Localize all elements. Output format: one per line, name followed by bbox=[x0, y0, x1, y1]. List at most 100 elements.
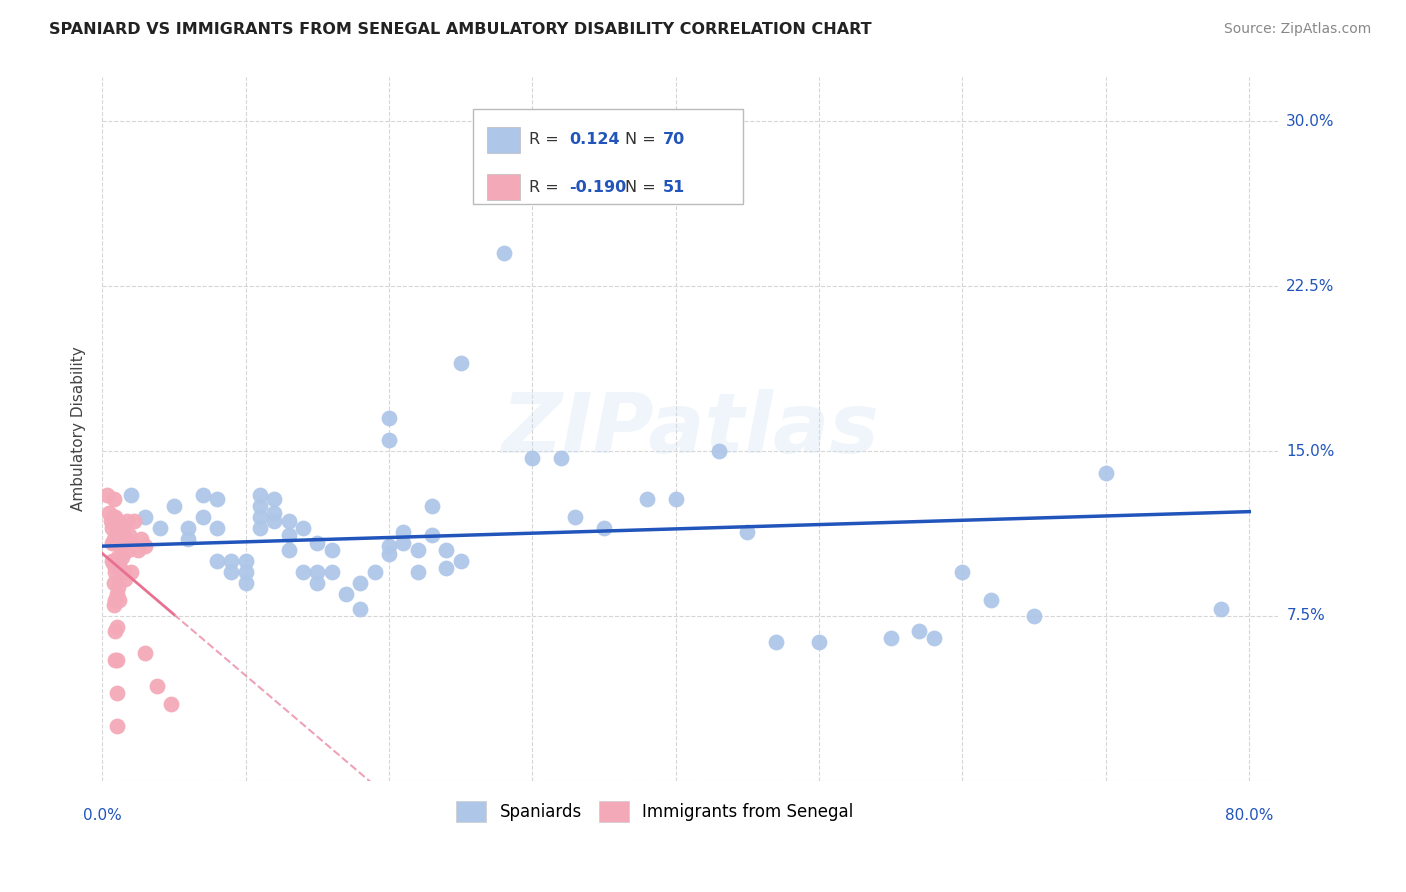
Point bbox=[406, 565, 429, 579]
Point bbox=[450, 356, 472, 370]
Point bbox=[103, 575, 125, 590]
Point bbox=[349, 575, 371, 590]
Text: ZIPatlas: ZIPatlas bbox=[501, 389, 879, 469]
Point bbox=[263, 492, 285, 507]
Text: Source: ZipAtlas.com: Source: ZipAtlas.com bbox=[1223, 22, 1371, 37]
Point bbox=[98, 506, 121, 520]
Point bbox=[263, 515, 285, 529]
Point bbox=[922, 631, 945, 645]
Point bbox=[100, 515, 122, 529]
Point bbox=[101, 536, 124, 550]
Point bbox=[321, 565, 343, 579]
Point bbox=[145, 679, 167, 693]
Point bbox=[434, 560, 457, 574]
Point bbox=[392, 536, 415, 550]
Point bbox=[191, 488, 214, 502]
Text: 80.0%: 80.0% bbox=[1225, 808, 1274, 823]
Point bbox=[103, 598, 125, 612]
Point bbox=[522, 450, 544, 465]
Point bbox=[129, 532, 152, 546]
Point bbox=[249, 510, 271, 524]
Point bbox=[117, 543, 139, 558]
Text: -0.190: -0.190 bbox=[569, 180, 626, 195]
Point bbox=[406, 543, 429, 558]
Text: N =: N = bbox=[626, 180, 661, 195]
Y-axis label: Ambulatory Disability: Ambulatory Disability bbox=[72, 347, 86, 511]
Point bbox=[321, 543, 343, 558]
Point bbox=[105, 587, 128, 601]
Point bbox=[122, 515, 145, 529]
Bar bbox=[486, 174, 520, 201]
Point bbox=[636, 492, 658, 507]
Point bbox=[335, 587, 357, 601]
Point bbox=[205, 492, 228, 507]
Point bbox=[291, 521, 314, 535]
FancyBboxPatch shape bbox=[472, 109, 742, 204]
Point bbox=[235, 554, 257, 568]
Point bbox=[880, 631, 903, 645]
Point bbox=[434, 543, 457, 558]
Point bbox=[107, 549, 129, 564]
Point bbox=[1024, 608, 1046, 623]
Point bbox=[908, 624, 931, 639]
Point bbox=[104, 593, 127, 607]
Point bbox=[249, 521, 271, 535]
Text: SPANIARD VS IMMIGRANTS FROM SENEGAL AMBULATORY DISABILITY CORRELATION CHART: SPANIARD VS IMMIGRANTS FROM SENEGAL AMBU… bbox=[49, 22, 872, 37]
Point bbox=[378, 539, 401, 553]
Text: 15.0%: 15.0% bbox=[1286, 443, 1334, 458]
Point bbox=[114, 572, 136, 586]
Point bbox=[219, 565, 242, 579]
Point bbox=[177, 532, 200, 546]
Point bbox=[118, 527, 141, 541]
Point bbox=[134, 646, 156, 660]
Point bbox=[105, 653, 128, 667]
Point bbox=[450, 554, 472, 568]
Point bbox=[235, 565, 257, 579]
Point bbox=[101, 521, 124, 535]
Point bbox=[1209, 602, 1232, 616]
Point bbox=[127, 543, 149, 558]
Point bbox=[108, 593, 131, 607]
Point bbox=[96, 488, 118, 502]
Point bbox=[378, 411, 401, 425]
Point bbox=[104, 653, 127, 667]
Text: R =: R = bbox=[529, 132, 564, 147]
Point bbox=[191, 510, 214, 524]
Point bbox=[307, 536, 329, 550]
Point bbox=[235, 575, 257, 590]
Point bbox=[291, 565, 314, 579]
Point bbox=[103, 532, 125, 546]
Point bbox=[307, 565, 329, 579]
Point bbox=[107, 515, 129, 529]
Point bbox=[492, 246, 515, 260]
Point bbox=[134, 510, 156, 524]
Point bbox=[104, 536, 127, 550]
Point bbox=[160, 697, 183, 711]
Point bbox=[111, 521, 134, 535]
Point bbox=[105, 686, 128, 700]
Point bbox=[550, 450, 572, 465]
Point bbox=[177, 521, 200, 535]
Point bbox=[105, 554, 128, 568]
Point bbox=[593, 521, 616, 535]
Point bbox=[101, 554, 124, 568]
Point bbox=[378, 547, 401, 561]
Point bbox=[112, 527, 135, 541]
Point bbox=[148, 521, 170, 535]
Point bbox=[103, 558, 125, 573]
Point bbox=[392, 525, 415, 540]
Point bbox=[307, 575, 329, 590]
Legend: Spaniards, Immigrants from Senegal: Spaniards, Immigrants from Senegal bbox=[457, 801, 853, 822]
Point bbox=[111, 549, 134, 564]
Text: 30.0%: 30.0% bbox=[1286, 114, 1334, 128]
Point bbox=[134, 539, 156, 553]
Point bbox=[103, 492, 125, 507]
Point bbox=[219, 554, 242, 568]
Point bbox=[115, 515, 138, 529]
Point bbox=[120, 565, 142, 579]
Text: 7.5%: 7.5% bbox=[1286, 608, 1324, 624]
Point bbox=[110, 565, 132, 579]
Point bbox=[107, 580, 129, 594]
Point bbox=[1095, 466, 1118, 480]
Point bbox=[277, 527, 299, 541]
